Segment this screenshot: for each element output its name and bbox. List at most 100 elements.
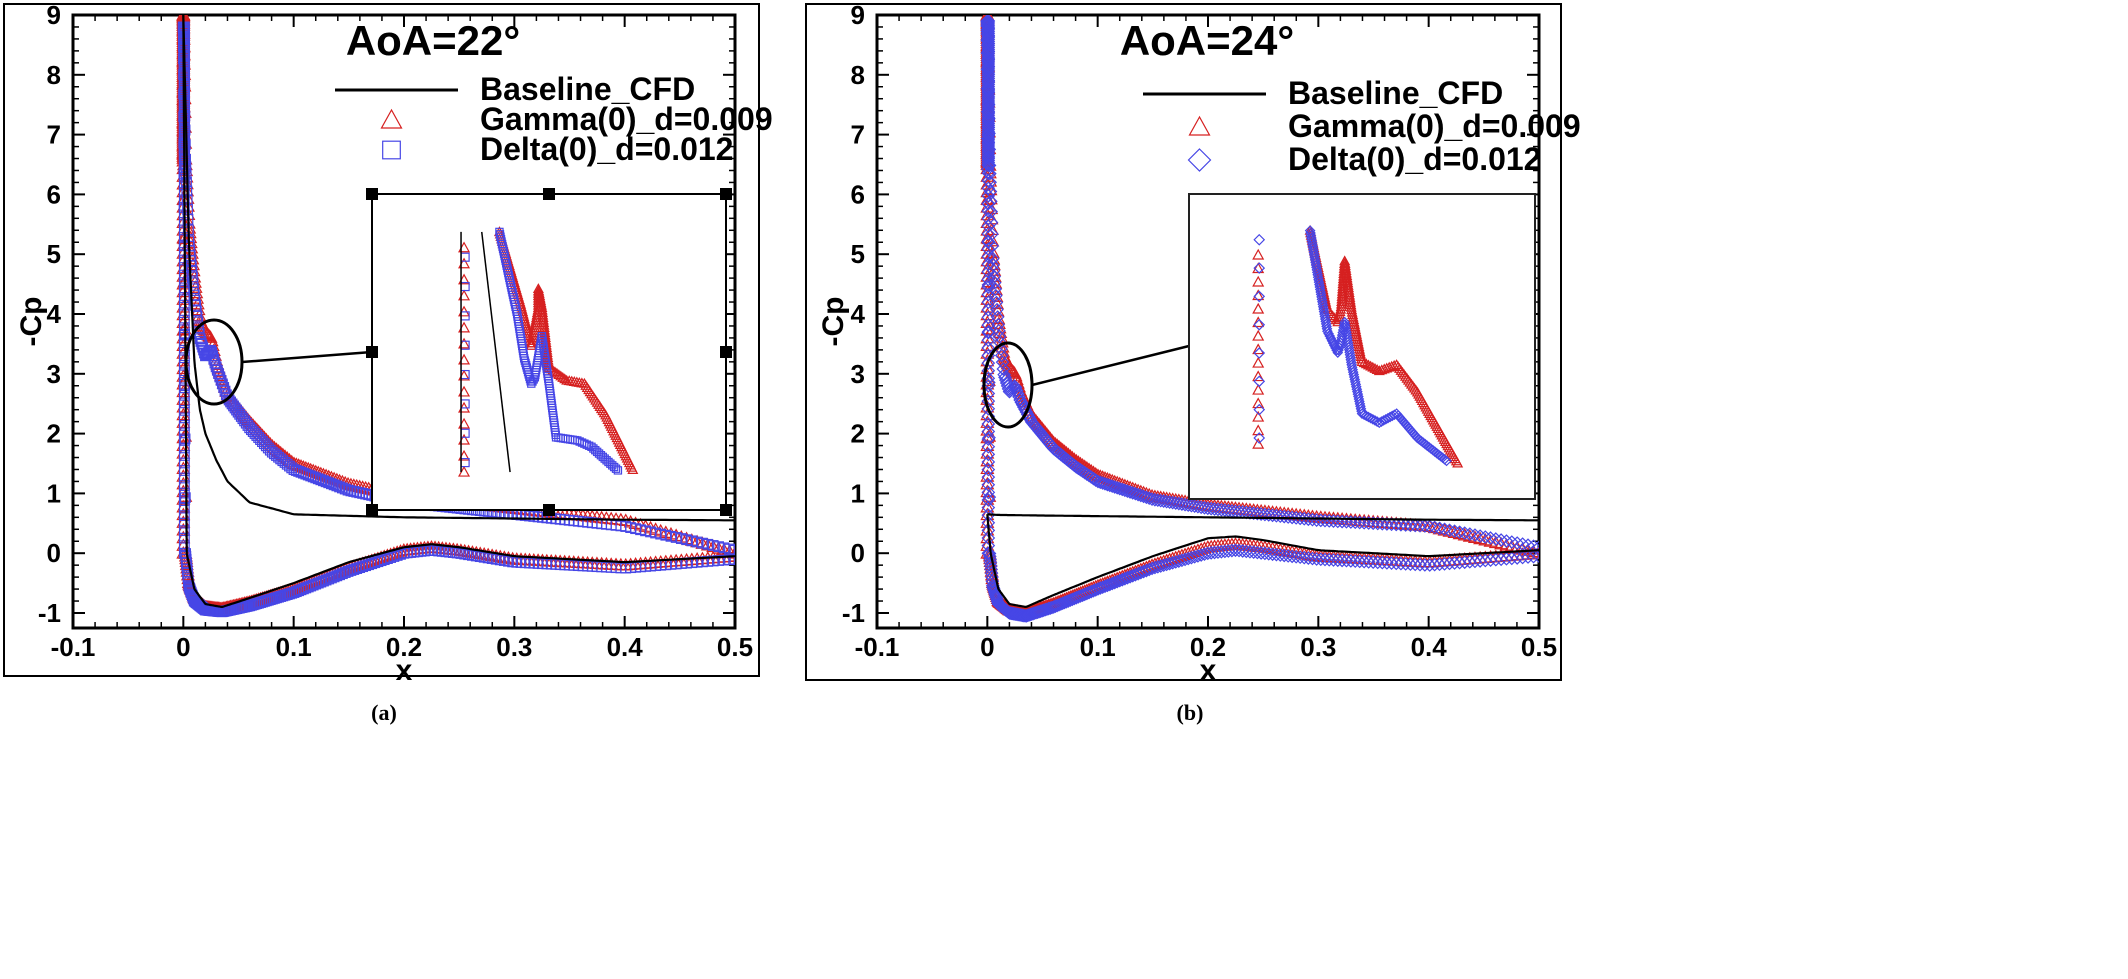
data-marker	[1339, 553, 1354, 568]
y-tick-label: 8	[47, 60, 61, 90]
data-marker	[707, 540, 719, 551]
legend-label-baseline: Baseline_CFD	[480, 71, 695, 107]
zoom-inset	[366, 188, 732, 516]
legend-label-delta: Delta(0)_d=0.012	[480, 131, 733, 167]
data-marker	[1510, 536, 1525, 550]
data-marker	[981, 439, 996, 454]
inset-marker	[1353, 338, 1365, 349]
data-marker	[1473, 529, 1487, 543]
data-marker	[1285, 549, 1299, 564]
legend-label-gamma: Gamma(0)_d=0.009	[1288, 108, 1581, 144]
data-marker	[178, 517, 190, 529]
data-marker	[1023, 412, 1038, 427]
data-marker	[1098, 476, 1112, 491]
data-marker	[981, 303, 996, 317]
data-marker	[718, 542, 730, 554]
inset-marker	[533, 287, 545, 298]
inset-marker	[1252, 437, 1265, 449]
legend-swatch-delta	[382, 140, 401, 160]
legend: Baseline_CFDGamma(0)_d=0.009Delta(0)_d=0…	[335, 71, 773, 167]
data-marker	[331, 570, 343, 582]
data-marker	[1145, 561, 1159, 576]
inset-marker	[1334, 306, 1346, 317]
inset-marker	[1354, 346, 1366, 357]
inset-marker	[1252, 302, 1265, 314]
data-marker	[1159, 494, 1174, 509]
data-marker	[268, 593, 280, 604]
data-marker	[993, 335, 1008, 350]
inset-marker	[1355, 351, 1367, 362]
data-marker	[981, 204, 996, 218]
inset-marker	[535, 294, 547, 305]
inset-marker	[1253, 233, 1266, 246]
data-marker	[1494, 533, 1508, 547]
inset-marker	[1346, 306, 1358, 317]
inset-marker	[1351, 331, 1363, 342]
inset-marker	[529, 319, 541, 330]
data-marker	[1488, 552, 1503, 567]
inset-marker	[1365, 360, 1377, 371]
data-marker	[1488, 532, 1503, 546]
data-marker	[1125, 485, 1140, 500]
inset-marker	[535, 297, 547, 308]
inset-marker	[1352, 333, 1364, 344]
data-marker	[209, 357, 221, 369]
data-marker	[982, 490, 997, 504]
data-marker	[1120, 484, 1135, 498]
data-marker	[1330, 553, 1345, 568]
inset-marker	[559, 373, 571, 384]
inset-marker	[1321, 323, 1333, 335]
data-marker	[467, 549, 478, 561]
data-marker	[1403, 557, 1418, 572]
data-marker	[991, 317, 1006, 332]
data-marker	[981, 333, 996, 348]
data-marker	[178, 480, 190, 491]
data-marker	[1389, 517, 1404, 532]
data-marker	[339, 483, 351, 495]
data-marker	[1297, 550, 1312, 565]
legend-label-delta: Delta(0)_d=0.012	[1288, 141, 1541, 177]
data-marker	[336, 568, 348, 580]
data-marker	[981, 128, 996, 142]
data-marker	[981, 196, 995, 211]
data-marker	[981, 310, 996, 325]
inset-marker	[1252, 275, 1265, 287]
data-marker	[342, 484, 354, 496]
data-marker	[981, 44, 996, 59]
data-marker	[1361, 516, 1376, 530]
inset-marker	[627, 464, 639, 475]
data-marker	[351, 486, 363, 498]
data-marker	[1375, 555, 1390, 570]
inset-marker	[1349, 321, 1361, 332]
data-marker	[1112, 573, 1127, 588]
data-marker	[1343, 554, 1358, 568]
data-marker	[1014, 395, 1029, 410]
data-marker	[985, 233, 1000, 247]
data-marker	[985, 239, 1000, 253]
data-marker	[1105, 479, 1120, 494]
inset-marker	[1356, 356, 1368, 366]
inset-baseline	[480, 231, 511, 473]
x-tick-label: -0.1	[51, 632, 96, 662]
inset-marker	[1326, 335, 1338, 347]
data-marker	[1088, 473, 1103, 487]
inset-marker	[1336, 296, 1348, 306]
inset-marker	[1252, 316, 1265, 328]
data-marker	[196, 338, 208, 350]
data-marker	[1427, 520, 1442, 535]
data-marker	[178, 367, 190, 379]
data-marker	[1361, 555, 1376, 569]
data-marker	[1375, 516, 1390, 531]
selection-handle	[720, 346, 732, 358]
zoom-connector	[1031, 344, 1190, 387]
inset-marker	[1327, 337, 1339, 349]
data-marker	[1156, 494, 1171, 508]
data-marker	[1532, 549, 1539, 564]
data-marker	[178, 465, 190, 476]
data-marker	[1370, 555, 1385, 570]
data-marker	[729, 544, 735, 556]
data-marker	[1366, 555, 1381, 570]
data-marker	[328, 479, 340, 491]
inset-marker	[1253, 262, 1266, 274]
inset-marker	[613, 466, 623, 475]
